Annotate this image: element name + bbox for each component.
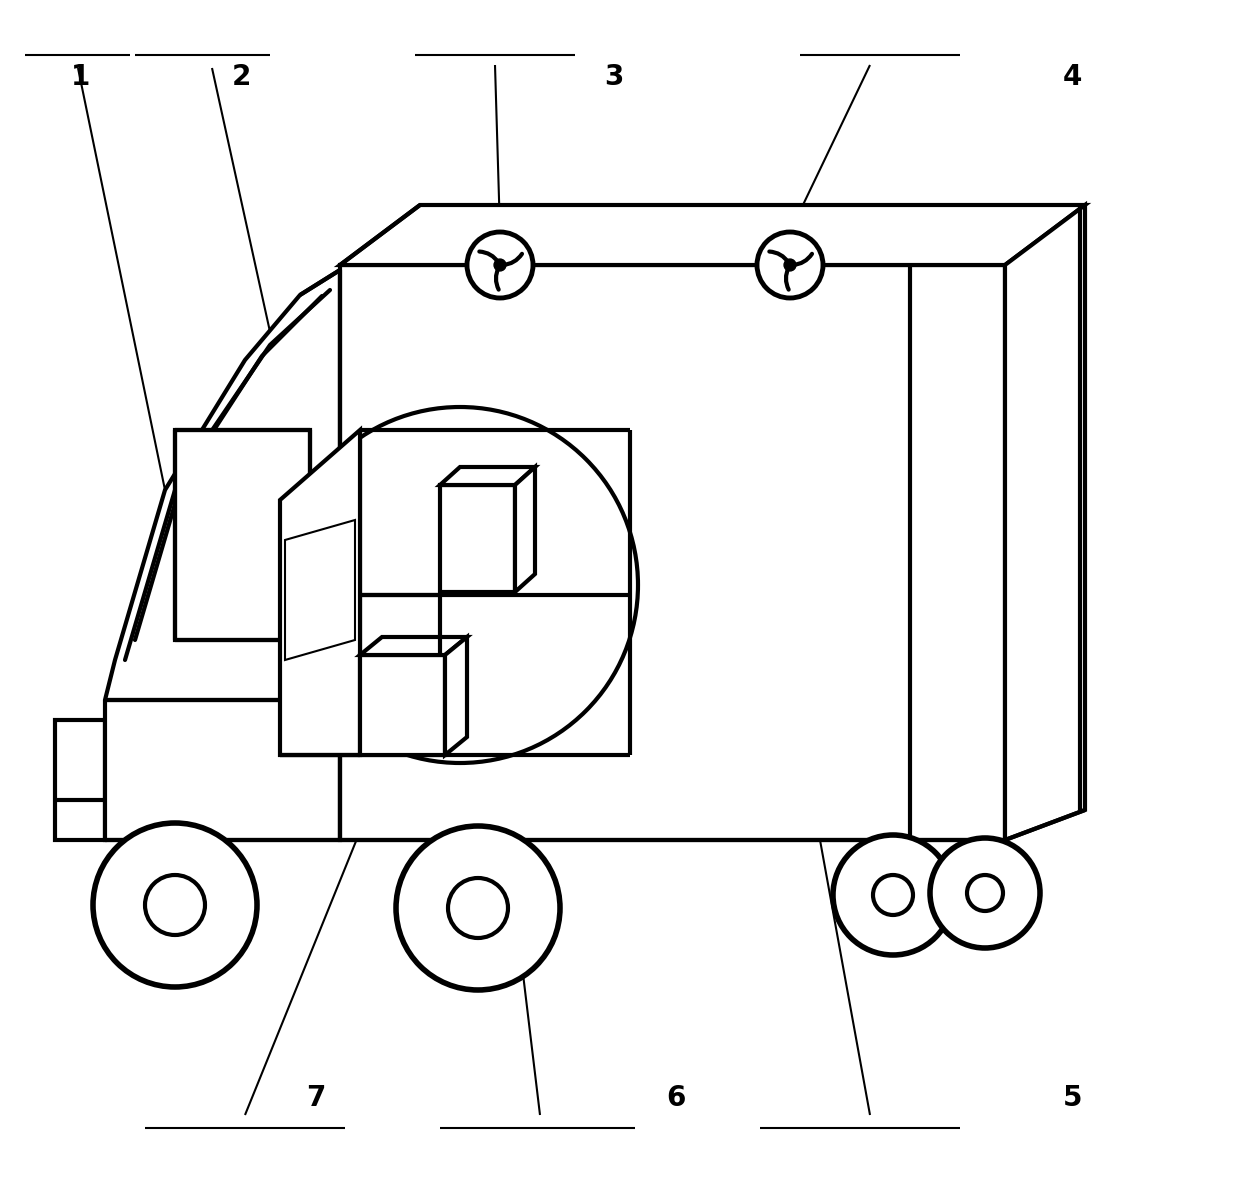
Circle shape (967, 875, 1003, 911)
Circle shape (756, 232, 823, 298)
Circle shape (494, 259, 506, 271)
Polygon shape (340, 265, 1004, 840)
Polygon shape (175, 429, 310, 640)
Text: 2: 2 (232, 63, 252, 91)
Circle shape (448, 878, 508, 938)
Circle shape (833, 835, 954, 955)
Circle shape (281, 407, 639, 763)
Polygon shape (340, 205, 1085, 265)
Text: 7: 7 (306, 1084, 326, 1112)
Circle shape (930, 838, 1040, 948)
Polygon shape (105, 270, 340, 840)
Polygon shape (1004, 205, 1085, 840)
Circle shape (873, 875, 913, 914)
Circle shape (467, 232, 533, 298)
Polygon shape (360, 655, 445, 755)
Polygon shape (285, 521, 355, 660)
Text: 5: 5 (1063, 1084, 1083, 1112)
Text: 4: 4 (1063, 63, 1083, 91)
Circle shape (145, 875, 205, 935)
Polygon shape (515, 467, 534, 592)
Text: 6: 6 (666, 1084, 686, 1112)
Polygon shape (280, 429, 360, 755)
Text: 1: 1 (71, 63, 91, 91)
Polygon shape (360, 636, 467, 655)
Polygon shape (440, 485, 515, 592)
Polygon shape (440, 467, 534, 485)
Text: 3: 3 (604, 63, 624, 91)
Polygon shape (55, 720, 105, 840)
Polygon shape (445, 636, 467, 755)
Circle shape (784, 259, 796, 271)
Circle shape (93, 823, 257, 987)
Circle shape (396, 826, 560, 990)
